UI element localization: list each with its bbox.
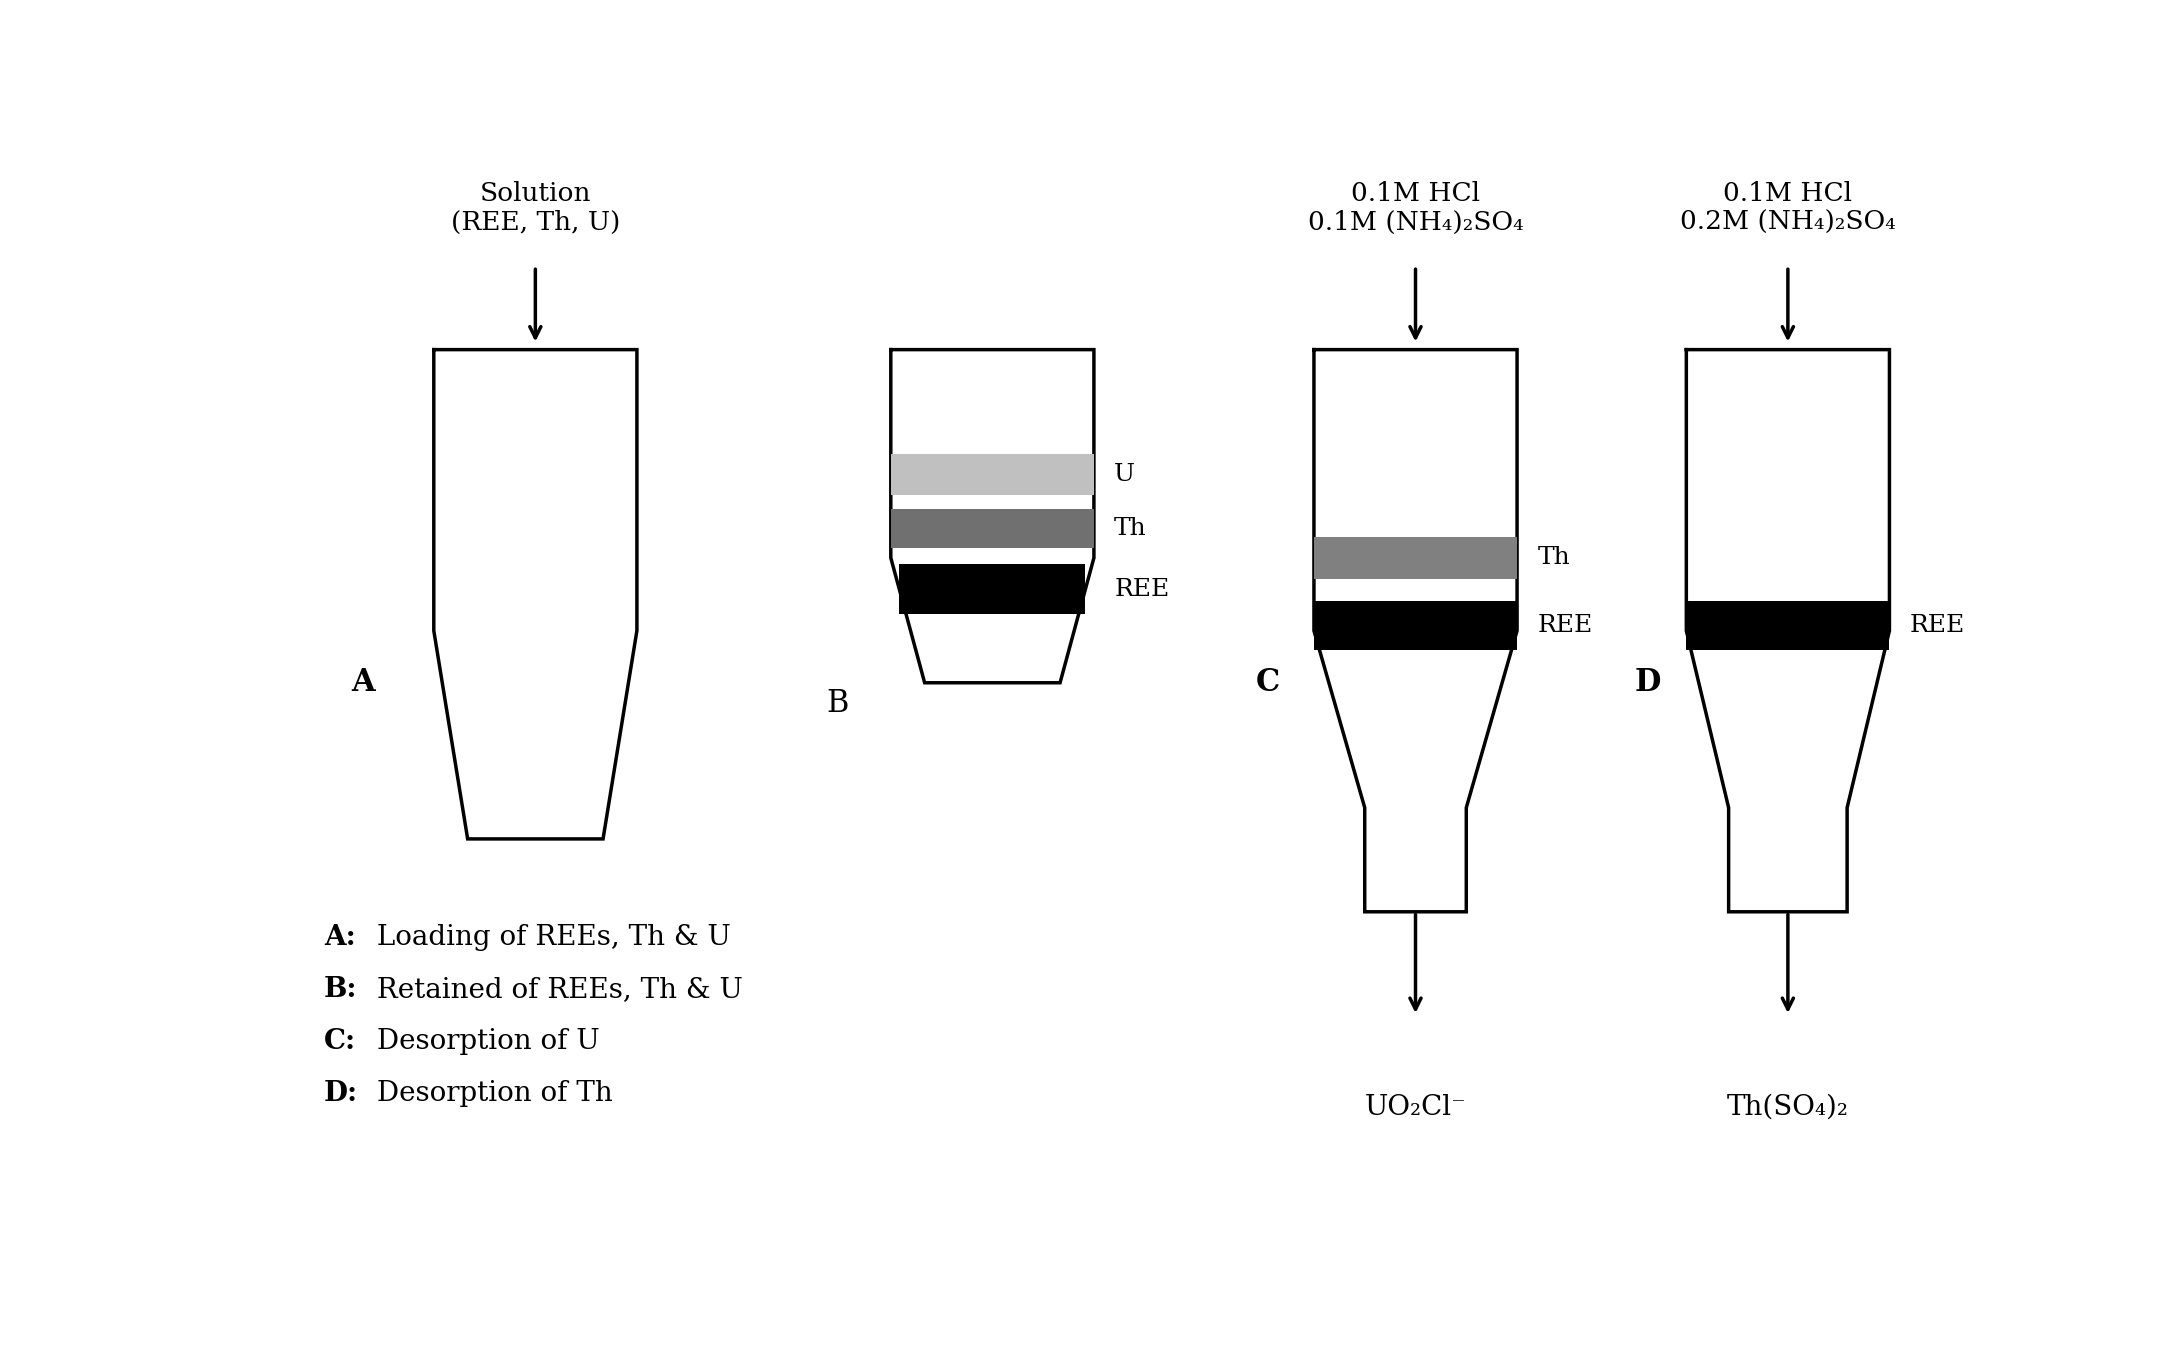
Text: A:: A:	[323, 925, 356, 952]
Text: Desorption of U: Desorption of U	[367, 1029, 601, 1056]
Text: Retained of REEs, Th & U: Retained of REEs, Th & U	[367, 976, 743, 1003]
Text: D: D	[1634, 668, 1660, 698]
Text: Th: Th	[1538, 546, 1570, 569]
Text: 0.1M HCl
0.2M (NH₄)₂SO₄: 0.1M HCl 0.2M (NH₄)₂SO₄	[1679, 181, 1896, 235]
Text: Th(SO₄)₂: Th(SO₄)₂	[1728, 1094, 1850, 1121]
Bar	[1315, 600, 1518, 650]
Text: C:: C:	[323, 1029, 356, 1056]
Text: REE: REE	[1909, 614, 1966, 637]
Text: U: U	[1114, 462, 1136, 487]
Text: 0.1M HCl
0.1M (NH₄)₂SO₄: 0.1M HCl 0.1M (NH₄)₂SO₄	[1308, 181, 1522, 235]
Text: UO₂Cl⁻: UO₂Cl⁻	[1365, 1094, 1465, 1121]
Bar	[891, 508, 1094, 549]
Text: D:: D:	[323, 1080, 358, 1107]
Bar	[1315, 537, 1518, 579]
Bar	[891, 454, 1094, 495]
Text: Solution
(REE, Th, U): Solution (REE, Th, U)	[450, 181, 620, 235]
Text: REE: REE	[1538, 614, 1592, 637]
Text: B:: B:	[323, 976, 358, 1003]
Text: REE: REE	[1114, 577, 1168, 600]
Text: B: B	[826, 688, 847, 719]
Text: Loading of REEs, Th & U: Loading of REEs, Th & U	[367, 925, 732, 952]
Text: Desorption of Th: Desorption of Th	[367, 1080, 612, 1107]
Bar	[1686, 600, 1889, 650]
Text: C: C	[1256, 668, 1280, 698]
Text: Th: Th	[1114, 518, 1147, 541]
Text: A: A	[352, 668, 376, 698]
Bar	[900, 564, 1085, 614]
